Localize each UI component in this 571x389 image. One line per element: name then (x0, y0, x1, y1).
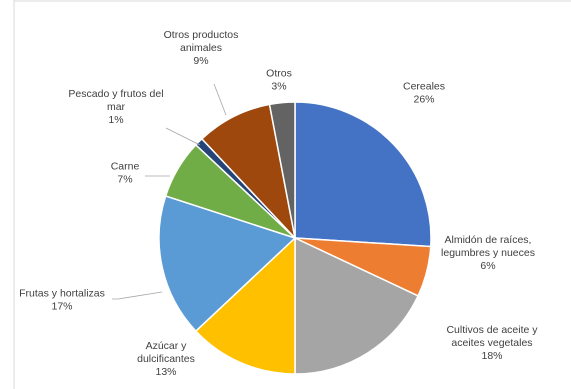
slice-name: Frutas y hortalizas (19, 288, 105, 300)
slice-label: Otros 3% (266, 68, 292, 93)
pie-slice (158, 195, 297, 333)
slice-percent: 7% (117, 174, 132, 186)
slice-name: animales (180, 42, 222, 54)
pie-slice (294, 101, 432, 248)
leader-line (165, 127, 201, 146)
slice-name: Cultivos de aceite y (446, 324, 538, 336)
slice-percent: 13% (155, 366, 176, 378)
slice-name: Pescado y frutos del (68, 88, 163, 100)
slice-percent: 3% (271, 81, 286, 93)
slice-name: mar (107, 101, 126, 113)
leader-lines (112, 83, 227, 300)
slice-name: Azúcar y (146, 340, 188, 352)
slice-name: aceites vegetales (451, 337, 532, 349)
data-labels: Cereales 26% Almidón de raíces, legumbres y… (19, 29, 538, 378)
slice-name: dulcificantes (137, 353, 195, 365)
slice-percent: 6% (480, 260, 495, 272)
slice-percent: 26% (413, 94, 434, 106)
slice-label: Frutas y hortalizas 17% (19, 288, 105, 313)
pie-slice (294, 236, 420, 375)
slice-label: Cultivos de aceite y aceites vegetales 18% (446, 324, 538, 362)
slice-label: Azúcar y dulcificantes 13% (137, 340, 195, 378)
slice-percent: 1% (108, 114, 123, 126)
slice-label: Carne 7% (111, 161, 140, 186)
slice-label: Pescado y frutos del mar 1% (68, 88, 163, 126)
slice-label: Cereales 26% (403, 81, 445, 106)
pie-slice (194, 236, 296, 375)
slice-name: Cereales (403, 81, 445, 93)
slice-name: Carne (111, 161, 140, 173)
slice-percent: 17% (51, 301, 72, 313)
slice-name: Otros (266, 68, 292, 80)
leader-line (213, 83, 227, 116)
pie-slices (158, 101, 432, 375)
slice-percent: 9% (193, 55, 208, 67)
slice-name: Otros productos (164, 29, 239, 41)
slice-percent: 18% (481, 350, 502, 362)
slice-label: Otros productos animales 9% (164, 29, 239, 67)
slice-label: Almidón de raíces, legumbres y nueces 6% (441, 234, 535, 272)
leader-line (112, 291, 163, 300)
pie-slice (268, 101, 296, 239)
slice-name: Almidón de raíces, (445, 234, 532, 246)
slice-name: legumbres y nueces (441, 247, 535, 259)
